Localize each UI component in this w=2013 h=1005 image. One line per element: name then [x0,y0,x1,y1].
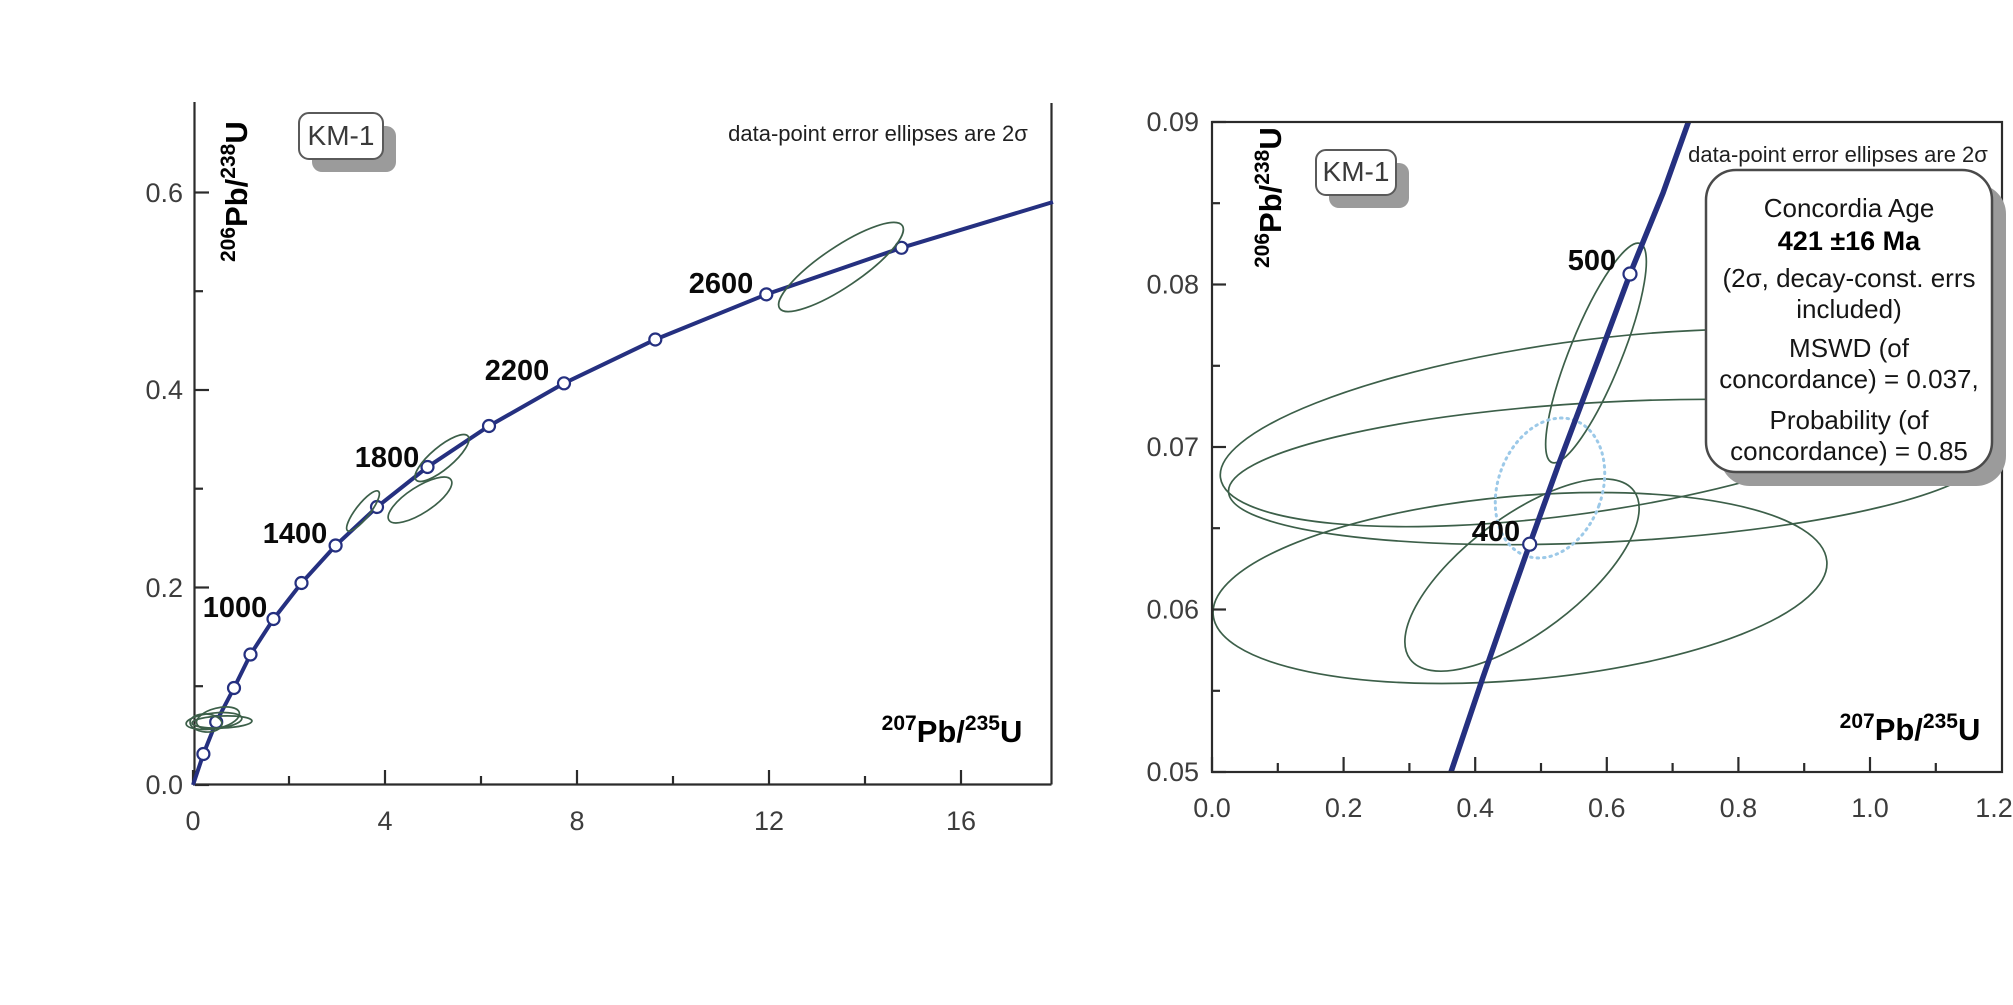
left-error-ellipses [185,221,905,733]
x-tick-label: 1.0 [1851,793,1889,823]
x-axis-title-main: U [1958,712,1980,747]
right-age-labels: 400 500 [1472,245,1616,548]
x-tick-label: 0.2 [1325,793,1363,823]
age-label: 2600 [689,268,754,300]
right-y-minor-ticks [1212,202,1220,692]
x-tick-label: 8 [569,806,584,836]
y-tick-label: 0.05 [1146,757,1199,787]
y-axis-title: 206Pb/238U [217,121,254,262]
right-y-major-ticks [1212,120,1226,774]
age-label: 2200 [485,355,550,387]
x-tick-label: 0.8 [1720,793,1758,823]
error-ellipse-annotation: data-point error ellipses are 2σ [728,121,1028,146]
left-concordia-plot: 0.6 0.4 0.2 0.0 0 4 8 12 16 [145,102,1054,836]
age-marker-500 [1622,266,1638,282]
x-axis-title-main: Pb/ [1875,712,1924,747]
y-tick-label: 0.07 [1146,432,1199,462]
x-axis-title-main: U [1000,714,1022,749]
left-x-tick-labels: 0 4 8 12 16 [185,806,976,836]
x-tick-label: 12 [754,806,784,836]
x-axis-title-sup: 207 [1840,710,1875,733]
right-x-minor-ticks [1276,763,1937,771]
age-label: 1000 [203,592,268,624]
result-mswd-line: concordance) = 0.037, [1719,364,1978,394]
x-axis-title-main: Pb/ [917,714,966,749]
result-line: included) [1796,294,1902,324]
sample-label: KM-1 [1323,156,1390,187]
y-tick-label: 0.4 [145,375,183,405]
y-axis-title-sup: 238 [1251,149,1274,184]
y-axis-title-main: U [219,121,254,143]
age-label: 1800 [355,442,420,474]
x-axis-title-sup: 235 [1923,710,1958,733]
x-tick-label: 0.4 [1456,793,1494,823]
y-axis-title-sup: 206 [1251,233,1274,268]
x-axis-title-sup: 235 [965,712,1000,735]
y-axis-title-main: Pb/ [1253,184,1288,233]
result-line: (2σ, decay-const. errs [1722,263,1975,293]
y-tick-label: 0.6 [145,178,183,208]
y-tick-label: 0.2 [145,573,183,603]
x-tick-label: 0.6 [1588,793,1626,823]
left-x-minor-ticks [287,776,867,784]
concordia-curve-zoom [1448,123,1691,771]
left-y-major-ticks [195,191,209,787]
x-axis-title: 207Pb/235U [882,712,1023,749]
right-x-major-ticks [1210,757,1872,771]
y-axis-title-main: Pb/ [219,178,254,227]
right-y-tick-labels: 0.09 0.08 0.07 0.06 0.05 [1146,107,1199,787]
right-x-tick-labels: 0.0 0.2 0.4 0.6 0.8 1.0 1.2 [1193,793,2013,823]
result-line: Concordia Age [1764,193,1935,223]
left-sample-label-box: KM-1 [298,112,396,172]
age-label: 1400 [263,518,328,550]
result-age-value: 421 ±16 Ma [1778,226,1921,256]
age-marker-400 [1522,536,1538,552]
x-axis-title: 207Pb/235U [1840,710,1981,747]
x-tick-label: 0 [185,806,200,836]
result-mswd-line: MSWD (of [1789,333,1910,363]
age-label: 400 [1472,516,1520,548]
y-tick-label: 0.09 [1146,107,1199,137]
result-probability-line: concordance) = 0.85 [1730,436,1968,466]
result-probability-line: Probability (of [1770,405,1930,435]
right-concordia-zoom-plot: 0.09 0.08 0.07 0.06 0.05 0.0 0.2 0.4 0.6… [1146,107,2012,823]
x-tick-label: 16 [946,806,976,836]
y-axis-title-main: U [1253,127,1288,149]
left-y-tick-labels: 0.6 0.4 0.2 0.0 [145,178,183,800]
y-tick-label: 0.08 [1146,270,1199,300]
left-x-major-ticks [191,770,963,784]
x-tick-label: 1.2 [1975,793,2013,823]
y-tick-label: 0.0 [145,770,183,800]
y-axis-title: 206Pb/238U [1251,127,1288,268]
concordia-age-result-box: Concordia Age 421 ±16 Ma (2σ, decay-cons… [1704,168,2006,486]
y-axis-title-sup: 206 [217,227,240,262]
x-axis-title-sup: 207 [882,712,917,735]
x-tick-label: 4 [377,806,392,836]
x-tick-label: 0.0 [1193,793,1231,823]
age-label: 500 [1568,245,1616,277]
concordia-age-markers [196,240,909,762]
right-sample-label-box: KM-1 [1315,149,1409,208]
y-tick-label: 0.06 [1146,595,1199,625]
error-ellipse-annotation: data-point error ellipses are 2σ [1688,142,1988,167]
concordia-curve [191,200,1054,786]
left-y-minor-ticks [195,290,203,688]
left-age-labels: 1000 1400 1800 2200 2600 [203,268,754,624]
left-axes [191,102,1053,787]
y-axis-title-sup: 238 [217,143,240,178]
sample-label: KM-1 [308,120,375,151]
